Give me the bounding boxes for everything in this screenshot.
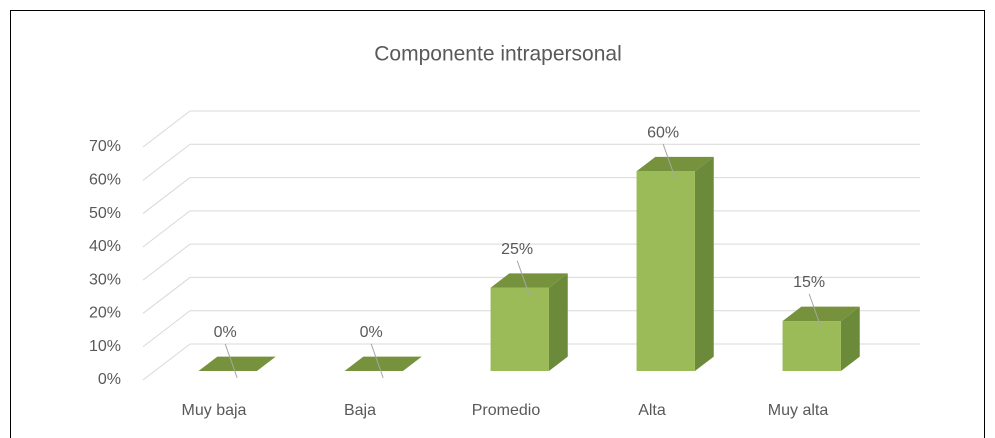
grid-line <box>142 210 191 248</box>
bar-side <box>840 306 860 371</box>
data-label: 15% <box>793 274 825 291</box>
chart-title: Componente intrapersonal <box>374 43 622 66</box>
leader-line <box>808 293 822 329</box>
bar-top <box>490 273 568 288</box>
bar <box>490 273 568 371</box>
bar <box>782 306 860 371</box>
y-tick-label: 20% <box>89 305 121 322</box>
grid-line <box>142 310 191 348</box>
x-tick-label: Muy baja <box>182 402 247 419</box>
grid-line <box>142 110 191 148</box>
y-tick-label: 0% <box>98 371 121 388</box>
bar-front <box>782 321 841 371</box>
leader-line <box>516 260 530 295</box>
bar-top <box>198 356 276 371</box>
bar <box>198 356 276 371</box>
y-tick-label: 30% <box>89 271 121 288</box>
bar-top <box>782 306 860 322</box>
bar-top <box>636 156 714 172</box>
leader-line <box>224 343 238 378</box>
x-tick-label: Muy alta <box>768 402 829 419</box>
y-tick-label: 40% <box>89 238 121 255</box>
bar-side <box>694 156 714 371</box>
bar-top <box>344 356 422 371</box>
grid-line <box>142 143 191 181</box>
bar <box>344 356 422 371</box>
y-tick-label: 10% <box>89 338 121 355</box>
grid-line <box>142 243 191 281</box>
y-tick-label: 70% <box>89 138 121 155</box>
chart-border <box>10 10 985 438</box>
leader-line <box>662 143 676 179</box>
bar <box>636 156 714 371</box>
x-tick-label: Promedio <box>472 402 541 419</box>
data-label: 25% <box>501 241 533 258</box>
bar-side <box>548 273 568 371</box>
y-tick-label: 50% <box>89 205 121 222</box>
grid-line <box>142 177 191 214</box>
bar-front <box>636 171 695 371</box>
y-tick-label: 60% <box>89 172 121 189</box>
grid-line <box>142 277 191 314</box>
leader-line <box>370 343 384 378</box>
grid-line <box>142 343 191 381</box>
data-label: 0% <box>214 324 237 341</box>
data-label: 60% <box>647 124 679 141</box>
bar-front <box>490 287 549 371</box>
x-tick-label: Baja <box>344 402 376 419</box>
data-label: 0% <box>360 324 383 341</box>
x-tick-label: Alta <box>638 402 666 419</box>
